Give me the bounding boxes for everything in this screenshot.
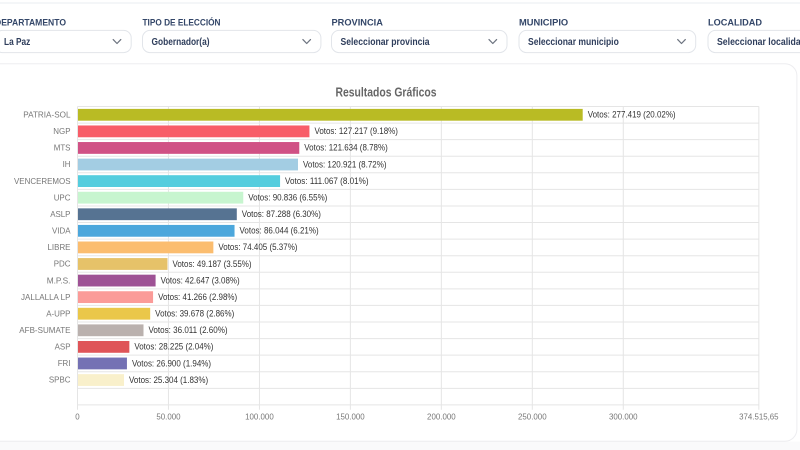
svg-text:Votos: 120.921 (8.72%): Votos: 120.921 (8.72%) xyxy=(303,159,387,169)
svg-text:Votos: 36.011 (2.60%): Votos: 36.011 (2.60%) xyxy=(149,325,228,335)
svg-text:FRI: FRI xyxy=(58,358,71,368)
svg-text:250.000: 250.000 xyxy=(518,411,547,421)
svg-text:Seleccionar provincia: Seleccionar provincia xyxy=(341,37,430,48)
svg-text:AFB-SUMATE: AFB-SUMATE xyxy=(19,325,71,335)
svg-text:Seleccionar localidad: Seleccionar localidad xyxy=(717,37,800,48)
svg-text:Votos: 87.288 (6.30%): Votos: 87.288 (6.30%) xyxy=(242,209,321,219)
svg-text:374.515,65: 374.515,65 xyxy=(739,411,779,421)
svg-text:IH: IH xyxy=(63,159,71,169)
svg-text:Votos: 90.836 (6.55%): Votos: 90.836 (6.55%) xyxy=(248,192,327,202)
svg-text:50.000: 50.000 xyxy=(156,411,180,421)
svg-text:Votos: 277.419 (20.02%): Votos: 277.419 (20.02%) xyxy=(588,110,676,120)
svg-text:Votos: 26.900 (1.94%): Votos: 26.900 (1.94%) xyxy=(132,358,211,368)
svg-text:LIBRE: LIBRE xyxy=(48,242,71,252)
svg-text:Votos: 111.067 (8.01%): Votos: 111.067 (8.01%) xyxy=(285,176,369,186)
svg-text:VIDA: VIDA xyxy=(52,226,71,236)
svg-text:Gobernador(a): Gobernador(a) xyxy=(152,37,210,48)
svg-text:MTS: MTS xyxy=(54,143,71,153)
svg-text:La Paz: La Paz xyxy=(4,37,30,48)
svg-text:LOCALIDAD: LOCALIDAD xyxy=(708,18,763,28)
svg-text:TIPO DE ELECCIÓN: TIPO DE ELECCIÓN xyxy=(143,17,221,28)
svg-text:ASP: ASP xyxy=(55,342,71,352)
svg-text:PATRIA-SOL: PATRIA-SOL xyxy=(23,109,70,119)
svg-text:Seleccionar municipio: Seleccionar municipio xyxy=(528,37,619,48)
svg-text:NGP: NGP xyxy=(53,126,71,136)
svg-text:0: 0 xyxy=(75,411,80,421)
svg-text:Votos: 86.044 (6.21%): Votos: 86.044 (6.21%) xyxy=(240,226,319,236)
svg-text:Votos: 25.304 (1.83%): Votos: 25.304 (1.83%) xyxy=(129,375,208,385)
svg-text:Votos: 127.217 (9.18%): Votos: 127.217 (9.18%) xyxy=(314,126,398,136)
svg-text:MUNICIPIO: MUNICIPIO xyxy=(519,18,568,28)
svg-text:M.P.S.: M.P.S. xyxy=(47,275,71,285)
svg-text:Votos: 49.187 (3.55%): Votos: 49.187 (3.55%) xyxy=(172,259,251,269)
svg-text:Resultados Gráficos: Resultados Gráficos xyxy=(336,85,437,99)
svg-text:Votos: 42.647 (3.08%): Votos: 42.647 (3.08%) xyxy=(161,275,240,285)
svg-text:VENCEREMOS: VENCEREMOS xyxy=(14,176,71,186)
svg-text:DEPARTAMENTO: DEPARTAMENTO xyxy=(0,18,66,28)
svg-text:UPC: UPC xyxy=(54,192,71,202)
svg-text:100.000: 100.000 xyxy=(245,411,274,421)
svg-text:Votos: 121.634 (8.78%): Votos: 121.634 (8.78%) xyxy=(304,143,388,153)
svg-text:A-UPP: A-UPP xyxy=(46,308,71,318)
svg-text:Votos: 28.225 (2.04%): Votos: 28.225 (2.04%) xyxy=(134,342,213,352)
svg-text:PROVINCIA: PROVINCIA xyxy=(332,18,384,28)
svg-text:150.000: 150.000 xyxy=(336,411,365,421)
svg-text:Votos: 39.678 (2.86%): Votos: 39.678 (2.86%) xyxy=(155,309,234,319)
svg-text:Votos: 74.405 (5.37%): Votos: 74.405 (5.37%) xyxy=(218,242,297,252)
svg-text:Votos: 41.266 (2.98%): Votos: 41.266 (2.98%) xyxy=(158,292,237,302)
svg-text:PDC: PDC xyxy=(54,259,71,269)
svg-text:SPBC: SPBC xyxy=(49,375,71,385)
svg-text:JALLALLA LP: JALLALLA LP xyxy=(21,292,71,302)
svg-text:ASLP: ASLP xyxy=(50,209,71,219)
svg-text:300.000: 300.000 xyxy=(609,411,638,421)
svg-text:200.000: 200.000 xyxy=(427,411,456,421)
